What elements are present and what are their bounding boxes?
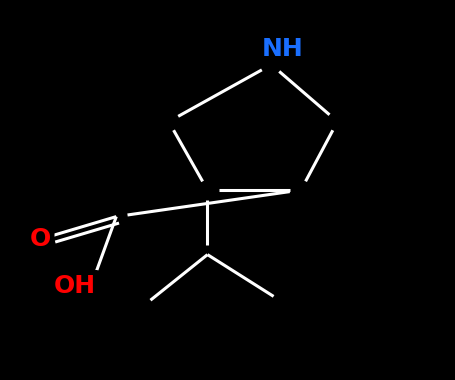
Text: O: O bbox=[30, 227, 51, 252]
Text: NH: NH bbox=[261, 37, 303, 62]
Text: OH: OH bbox=[54, 274, 96, 298]
